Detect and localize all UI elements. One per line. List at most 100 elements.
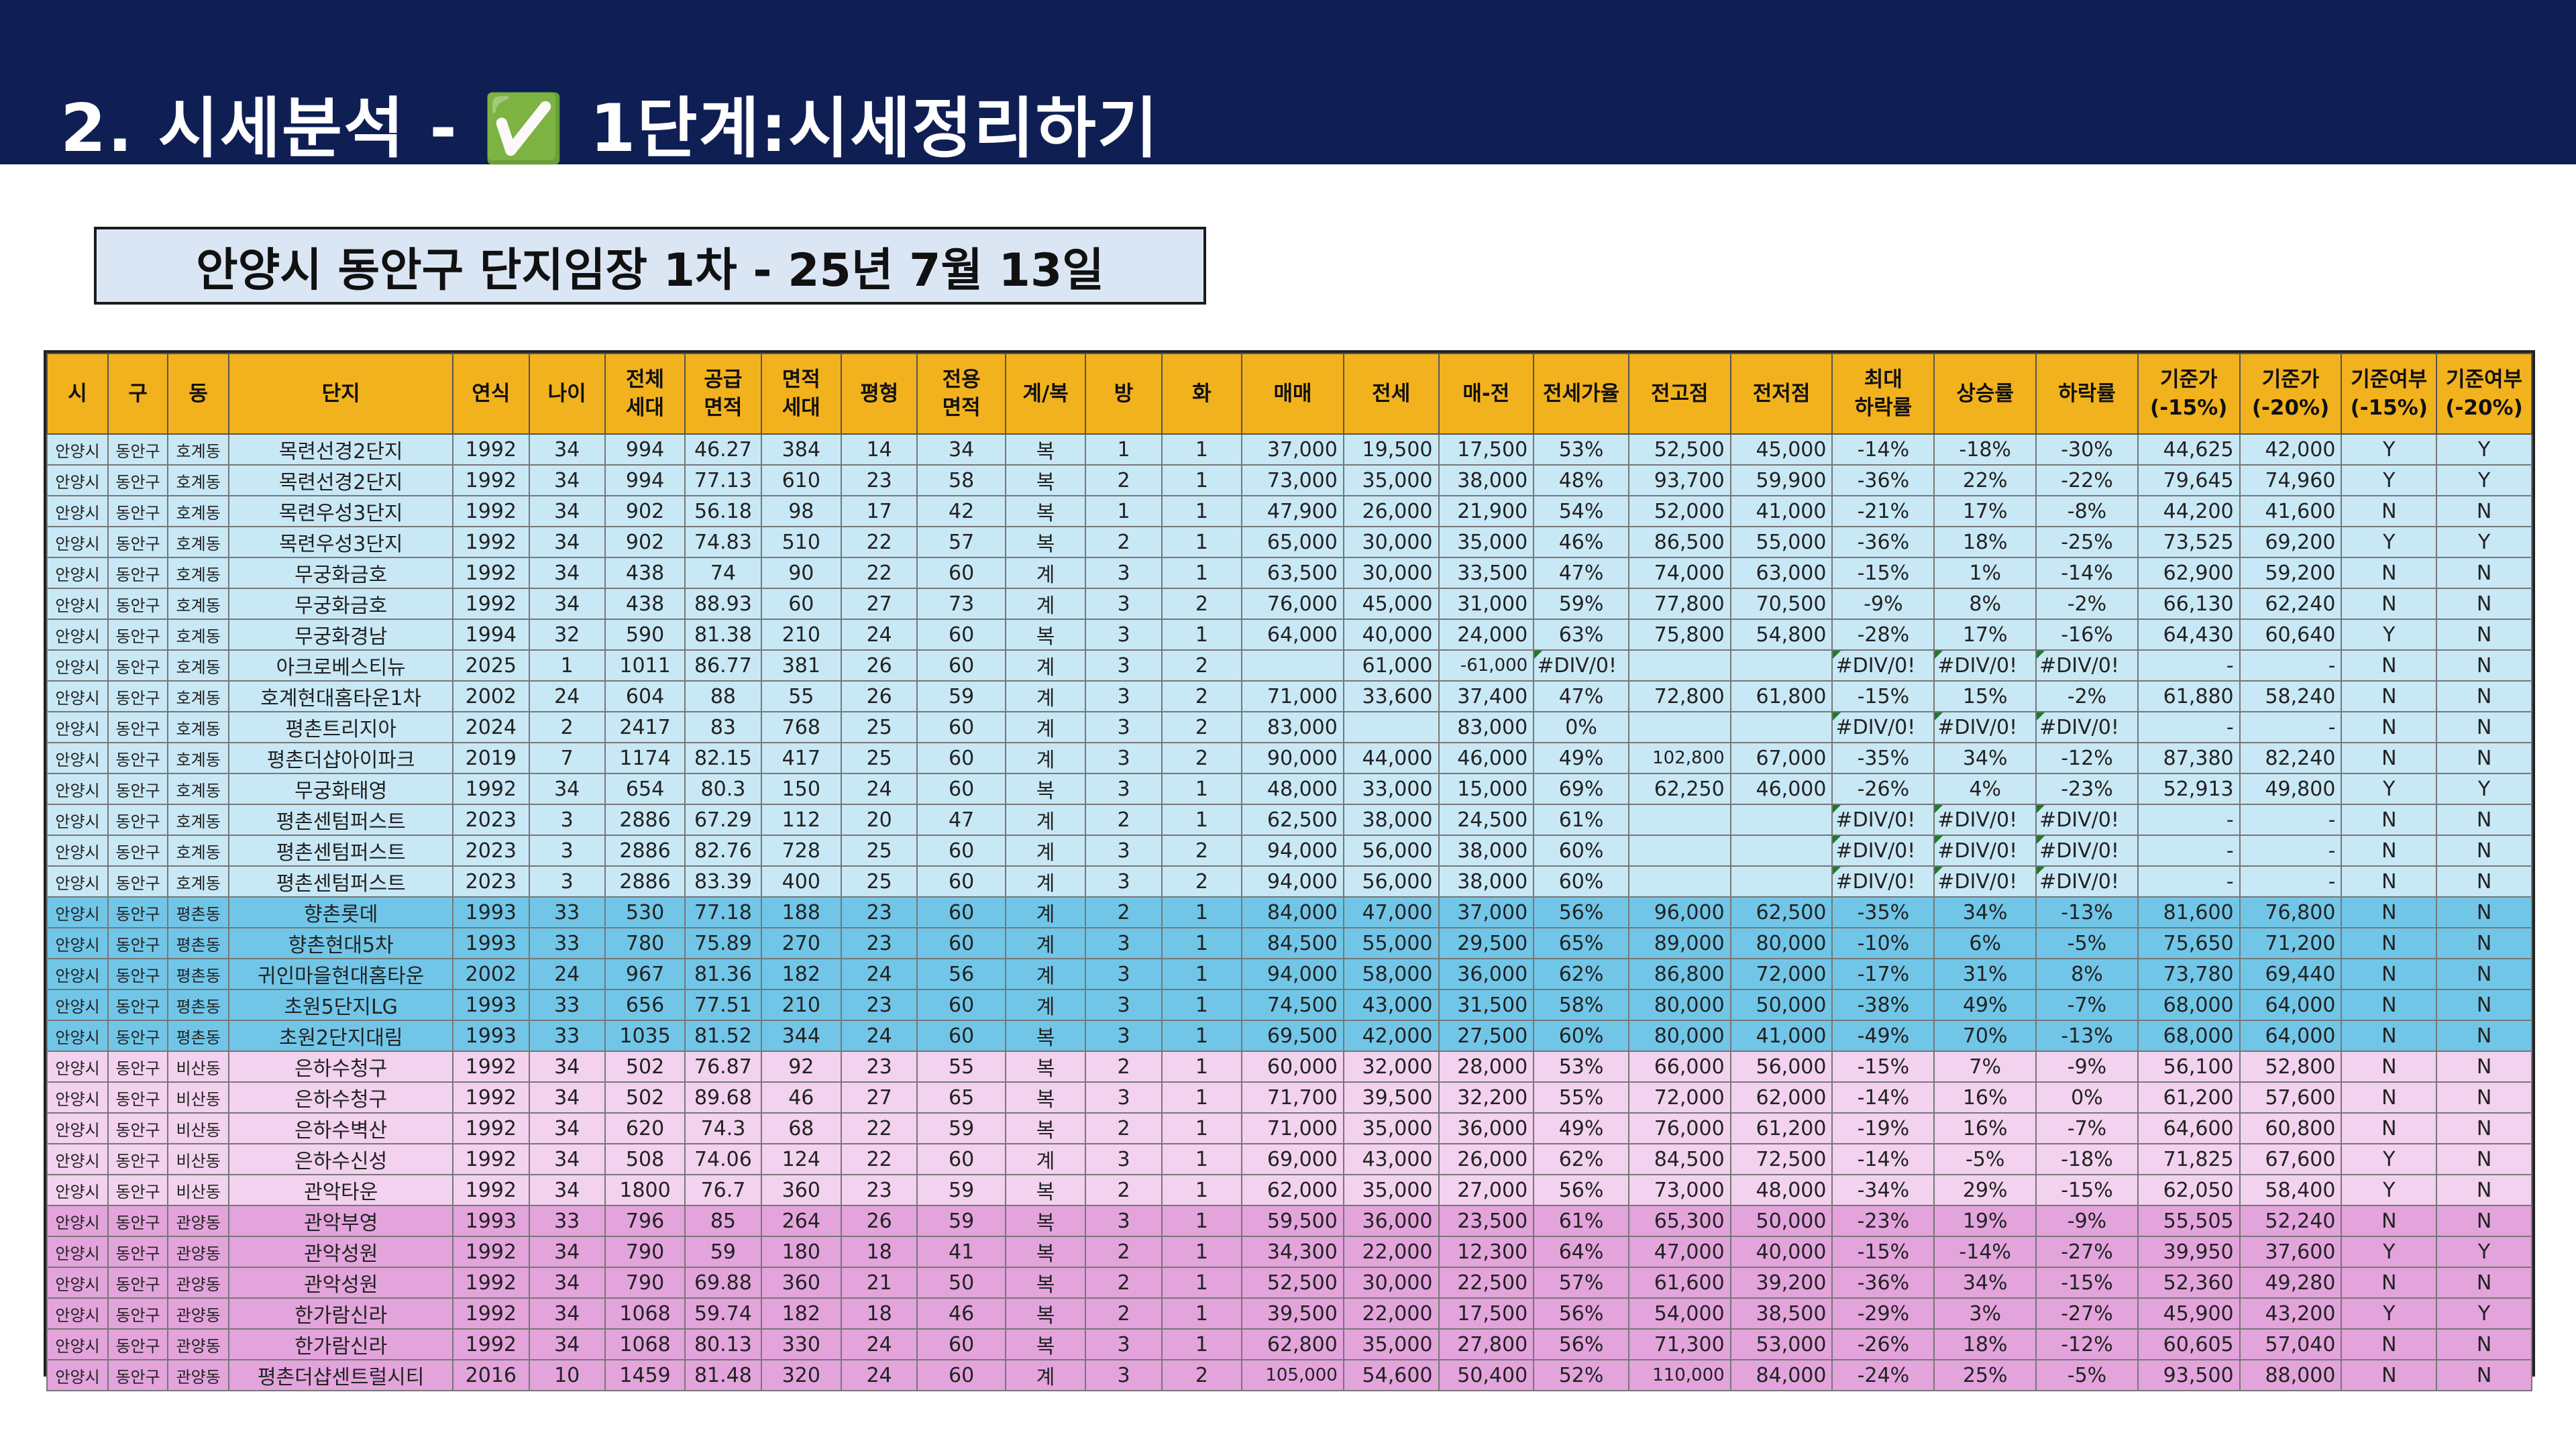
table-cell: 65,000 bbox=[1241, 526, 1344, 558]
table-cell: 복 bbox=[1004, 1051, 1087, 1083]
table-cell: N bbox=[2341, 1205, 2438, 1237]
table-cell: -21% bbox=[1831, 495, 1935, 527]
table-cell: N bbox=[2436, 896, 2532, 928]
table-cell: 안양시 bbox=[46, 1174, 109, 1206]
table-cell: -36% bbox=[1831, 1267, 1935, 1299]
table-cell: -12% bbox=[2035, 1328, 2139, 1360]
table-cell: Y bbox=[2436, 464, 2532, 496]
table-cell: 56,000 bbox=[1342, 835, 1440, 867]
table-cell: 71,825 bbox=[2137, 1143, 2241, 1175]
table-cell: N bbox=[2436, 958, 2532, 990]
table-cell: N bbox=[2436, 649, 2532, 682]
table-cell: 34,300 bbox=[1241, 1236, 1344, 1268]
table-cell: 관악성원 bbox=[228, 1236, 454, 1268]
table-cell: 복 bbox=[1004, 1328, 1087, 1360]
table-cell: 안양시 bbox=[46, 433, 109, 466]
table-cell: 46,000 bbox=[1438, 742, 1535, 774]
table-cell: 22% bbox=[1933, 464, 2037, 496]
table-cell: 34 bbox=[528, 557, 606, 589]
table-cell: 1993 bbox=[452, 1020, 530, 1052]
table-cell: 62% bbox=[1533, 958, 1629, 990]
table-cell: 86,800 bbox=[1627, 958, 1731, 990]
table-cell: 2 bbox=[1085, 526, 1163, 558]
table-cell: 47% bbox=[1533, 557, 1629, 589]
table-cell: 24 bbox=[528, 958, 606, 990]
table-cell: 74.3 bbox=[684, 1112, 762, 1144]
table-cell: 호계동 bbox=[167, 619, 230, 651]
table-cell: 3 bbox=[1085, 1359, 1163, 1391]
table-cell: 3 bbox=[528, 835, 606, 867]
table-cell: -17% bbox=[1831, 958, 1935, 990]
table-cell: 은하수벽산 bbox=[228, 1112, 454, 1144]
table-cell: -13% bbox=[2035, 896, 2139, 928]
table-cell: 38,500 bbox=[1729, 1297, 1833, 1330]
table-cell: 안양시 bbox=[46, 804, 109, 836]
table-cell: 60,605 bbox=[2137, 1328, 2241, 1360]
table-cell: N bbox=[2436, 588, 2532, 620]
table-cell: 60 bbox=[916, 865, 1006, 898]
table-cell: 2 bbox=[1161, 711, 1243, 743]
table-cell: 평촌센텀퍼스트 bbox=[228, 835, 454, 867]
table-cell: 93,700 bbox=[1627, 464, 1731, 496]
column-header: 기준가 (-15%) bbox=[2137, 353, 2241, 435]
table-cell: N bbox=[2436, 1328, 2532, 1360]
table-cell: 27,000 bbox=[1438, 1174, 1535, 1206]
table-cell: 56% bbox=[1533, 1297, 1629, 1330]
table-cell: 42 bbox=[916, 495, 1006, 527]
table-cell: 34 bbox=[528, 1051, 606, 1083]
table-cell: -14% bbox=[1831, 433, 1935, 466]
table-cell: 7 bbox=[528, 742, 606, 774]
table-cell: 46 bbox=[916, 1297, 1006, 1330]
column-header: 공급 면적 bbox=[684, 353, 762, 435]
table-cell: N bbox=[2341, 1081, 2438, 1114]
table-cell: 74.06 bbox=[684, 1143, 762, 1175]
table-cell: 76.87 bbox=[684, 1051, 762, 1083]
table-cell: 복 bbox=[1004, 1205, 1087, 1237]
table-cell: 동안구 bbox=[107, 588, 169, 620]
table-cell: 150 bbox=[760, 773, 843, 805]
table-cell: 24 bbox=[840, 958, 918, 990]
table-cell: 1 bbox=[1161, 1143, 1243, 1175]
table-cell: 58,240 bbox=[2239, 680, 2343, 712]
table-cell: 계 bbox=[1004, 835, 1087, 867]
table-header: 시 구 동 단지 연식 나이 전체 세대 공급 면적 면적 세대 평형 전용 면적 계/복 방 화 매매 전세… bbox=[46, 353, 2532, 435]
table-cell: 400 bbox=[760, 865, 843, 898]
table-cell: 33,000 bbox=[1342, 773, 1440, 805]
table-cell: 안양시 bbox=[46, 1359, 109, 1391]
table-cell: 3 bbox=[1085, 989, 1163, 1021]
table-cell: 59 bbox=[916, 1174, 1006, 1206]
table-cell: 계 bbox=[1004, 1359, 1087, 1391]
table-cell: 1 bbox=[1161, 1112, 1243, 1144]
table-cell: 안양시 bbox=[46, 835, 109, 867]
table-cell: 53% bbox=[1533, 1051, 1629, 1083]
table-cell: 77.18 bbox=[684, 896, 762, 928]
table-cell: 복 bbox=[1004, 526, 1087, 558]
table-cell: 안양시 bbox=[46, 619, 109, 651]
table-cell: 84,500 bbox=[1627, 1143, 1731, 1175]
table-cell: 0% bbox=[2035, 1081, 2139, 1114]
table-cell: 24,000 bbox=[1438, 619, 1535, 651]
table-cell: 42,000 bbox=[2239, 433, 2343, 466]
table-cell: 1 bbox=[1161, 619, 1243, 651]
table-cell: 38,000 bbox=[1438, 464, 1535, 496]
table-cell: 360 bbox=[760, 1267, 843, 1299]
table-cell: 66,000 bbox=[1627, 1051, 1731, 1083]
table-cell: 74.83 bbox=[684, 526, 762, 558]
table-cell: 동안구 bbox=[107, 1112, 169, 1144]
table-cell: 동안구 bbox=[107, 835, 169, 867]
table-cell: 67,600 bbox=[2239, 1143, 2343, 1175]
table-cell: - bbox=[2137, 649, 2241, 682]
table-cell: 목련선경2단지 bbox=[228, 433, 454, 466]
table-cell: 24 bbox=[840, 1328, 918, 1360]
table-row: 안양시 동안구 호계동 무궁화금호 1992 34 438 88.93 60 27 73 계 3 2 76,… bbox=[46, 588, 2532, 620]
table-cell: 1068 bbox=[604, 1328, 686, 1360]
table-cell: 계 bbox=[1004, 989, 1087, 1021]
table-cell: 1992 bbox=[452, 464, 530, 496]
table-cell: 안양시 bbox=[46, 1236, 109, 1268]
column-header: 기준여부 (-20%) bbox=[2436, 353, 2532, 435]
table-cell: 34 bbox=[528, 773, 606, 805]
table-cell: -9% bbox=[2035, 1205, 2139, 1237]
table-cell: 1 bbox=[1161, 773, 1243, 805]
table-cell: 60 bbox=[916, 557, 1006, 589]
table-cell: 60% bbox=[1533, 1020, 1629, 1052]
